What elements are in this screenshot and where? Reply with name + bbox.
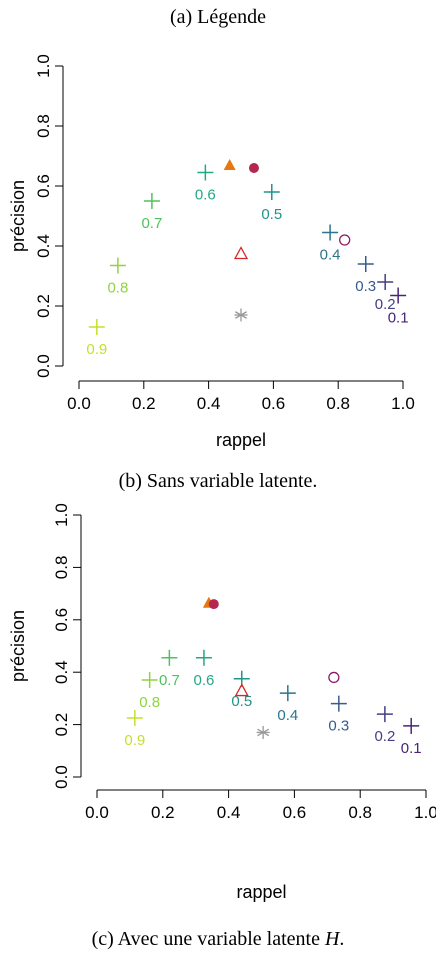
point-label: 0.7 <box>159 672 180 689</box>
open-triangle-marker <box>234 683 249 697</box>
x-tick-label: 0.0 <box>85 803 109 822</box>
open-triangle-marker <box>233 246 249 260</box>
x-tick-label: 0.6 <box>283 803 307 822</box>
y-tick-label: 0.2 <box>34 294 53 318</box>
y-tick-label: 0.2 <box>52 713 71 737</box>
point-label: 0.9 <box>124 732 145 749</box>
x-tick-label: 0.4 <box>197 394 221 413</box>
x-tick-label: 1.0 <box>414 803 436 822</box>
open-circle-marker <box>339 234 351 246</box>
plus-marker <box>330 695 347 712</box>
plus-marker <box>403 717 420 734</box>
point-label: 0.8 <box>107 280 128 297</box>
caption-variable: H <box>324 928 340 950</box>
filled-triangle-marker <box>223 159 236 170</box>
x-tick-label: 0.8 <box>326 394 350 413</box>
point-label: 0.9 <box>86 341 107 358</box>
plus-marker <box>377 274 394 290</box>
caption-avec-variable: (c) Avec une variable latente H. <box>0 928 436 951</box>
plus-marker <box>279 685 296 702</box>
y-tick-label: 0.4 <box>34 234 53 258</box>
point-label: 0.4 <box>277 707 298 724</box>
point-label: 0.3 <box>328 718 349 735</box>
point-label: 0.6 <box>193 672 214 689</box>
y-tick-label: 1.0 <box>34 54 53 78</box>
y-tick-label: 0.6 <box>34 174 53 198</box>
x-tick-label: 1.0 <box>391 394 415 413</box>
point-label: 0.5 <box>231 693 252 710</box>
plus-marker <box>126 710 143 727</box>
y-tick-label: 0.6 <box>52 608 71 632</box>
x-tick-label: 0.6 <box>262 394 286 413</box>
chart-sans-variable: 0.0 0.2 0.4 0.6 0.8 1.0 0.0 0.2 0.4 0.6 0.8 1.0 rapp… <box>8 54 415 450</box>
plus-marker <box>322 224 339 241</box>
x-axis-label: rappel <box>236 882 286 902</box>
y-tick-label: 0.8 <box>34 114 53 138</box>
caption-period: . <box>339 928 345 950</box>
plus-marker <box>197 164 214 181</box>
plus-marker <box>263 184 280 200</box>
y-tick-label: 0.8 <box>52 556 71 580</box>
plus-marker <box>88 319 105 335</box>
plus-marker <box>376 706 393 723</box>
point-label: 0.5 <box>261 206 282 223</box>
point-label: 0.2 <box>375 296 396 313</box>
point-label: 0.2 <box>374 728 395 745</box>
plus-marker <box>357 256 374 272</box>
chart-avec-variable: 0.0 0.2 0.4 0.6 0.8 1.0 0.0 0.2 0.4 0.6 0.8 1.0 rapp… <box>8 503 436 902</box>
x-tick-label: 0.2 <box>132 394 156 413</box>
x-axis-label: rappel <box>216 430 266 450</box>
plus-marker <box>141 672 158 689</box>
y-tick-label: 0.0 <box>34 354 53 378</box>
plus-marker <box>143 193 160 209</box>
filled-circle-marker <box>208 599 219 610</box>
plus-marker <box>195 649 212 666</box>
x-tick-label: 0.0 <box>67 394 91 413</box>
point-label: 0.3 <box>355 278 376 295</box>
point-label: 0.7 <box>141 215 162 232</box>
y-axis-label: précision <box>8 180 28 252</box>
point-label: 0.1 <box>401 740 422 757</box>
caption-text: (c) Avec une variable latente <box>91 928 325 950</box>
y-axis-label: précision <box>8 610 28 682</box>
legend-caption: (a) Légende <box>169 6 267 28</box>
x-tick-label: 0.2 <box>151 803 175 822</box>
y-tick-label: 0.0 <box>52 765 71 789</box>
x-tick-label: 0.4 <box>217 803 241 822</box>
plus-marker <box>161 649 178 666</box>
asterisk-marker <box>234 308 248 322</box>
point-label: 0.1 <box>388 310 409 327</box>
plus-marker <box>390 287 407 304</box>
point-label: 0.6 <box>195 187 216 204</box>
plus-marker <box>109 257 126 274</box>
y-tick-label: 0.4 <box>52 660 71 684</box>
open-circle-marker <box>328 671 340 684</box>
filled-circle-marker <box>248 163 259 173</box>
point-label: 0.4 <box>320 247 341 264</box>
caption-sans-variable: (b) Sans variable latente. <box>118 470 318 492</box>
point-label: 0.8 <box>139 694 160 711</box>
asterisk-marker <box>256 725 270 739</box>
x-tick-label: 0.8 <box>348 803 372 822</box>
y-tick-label: 1.0 <box>52 503 71 527</box>
